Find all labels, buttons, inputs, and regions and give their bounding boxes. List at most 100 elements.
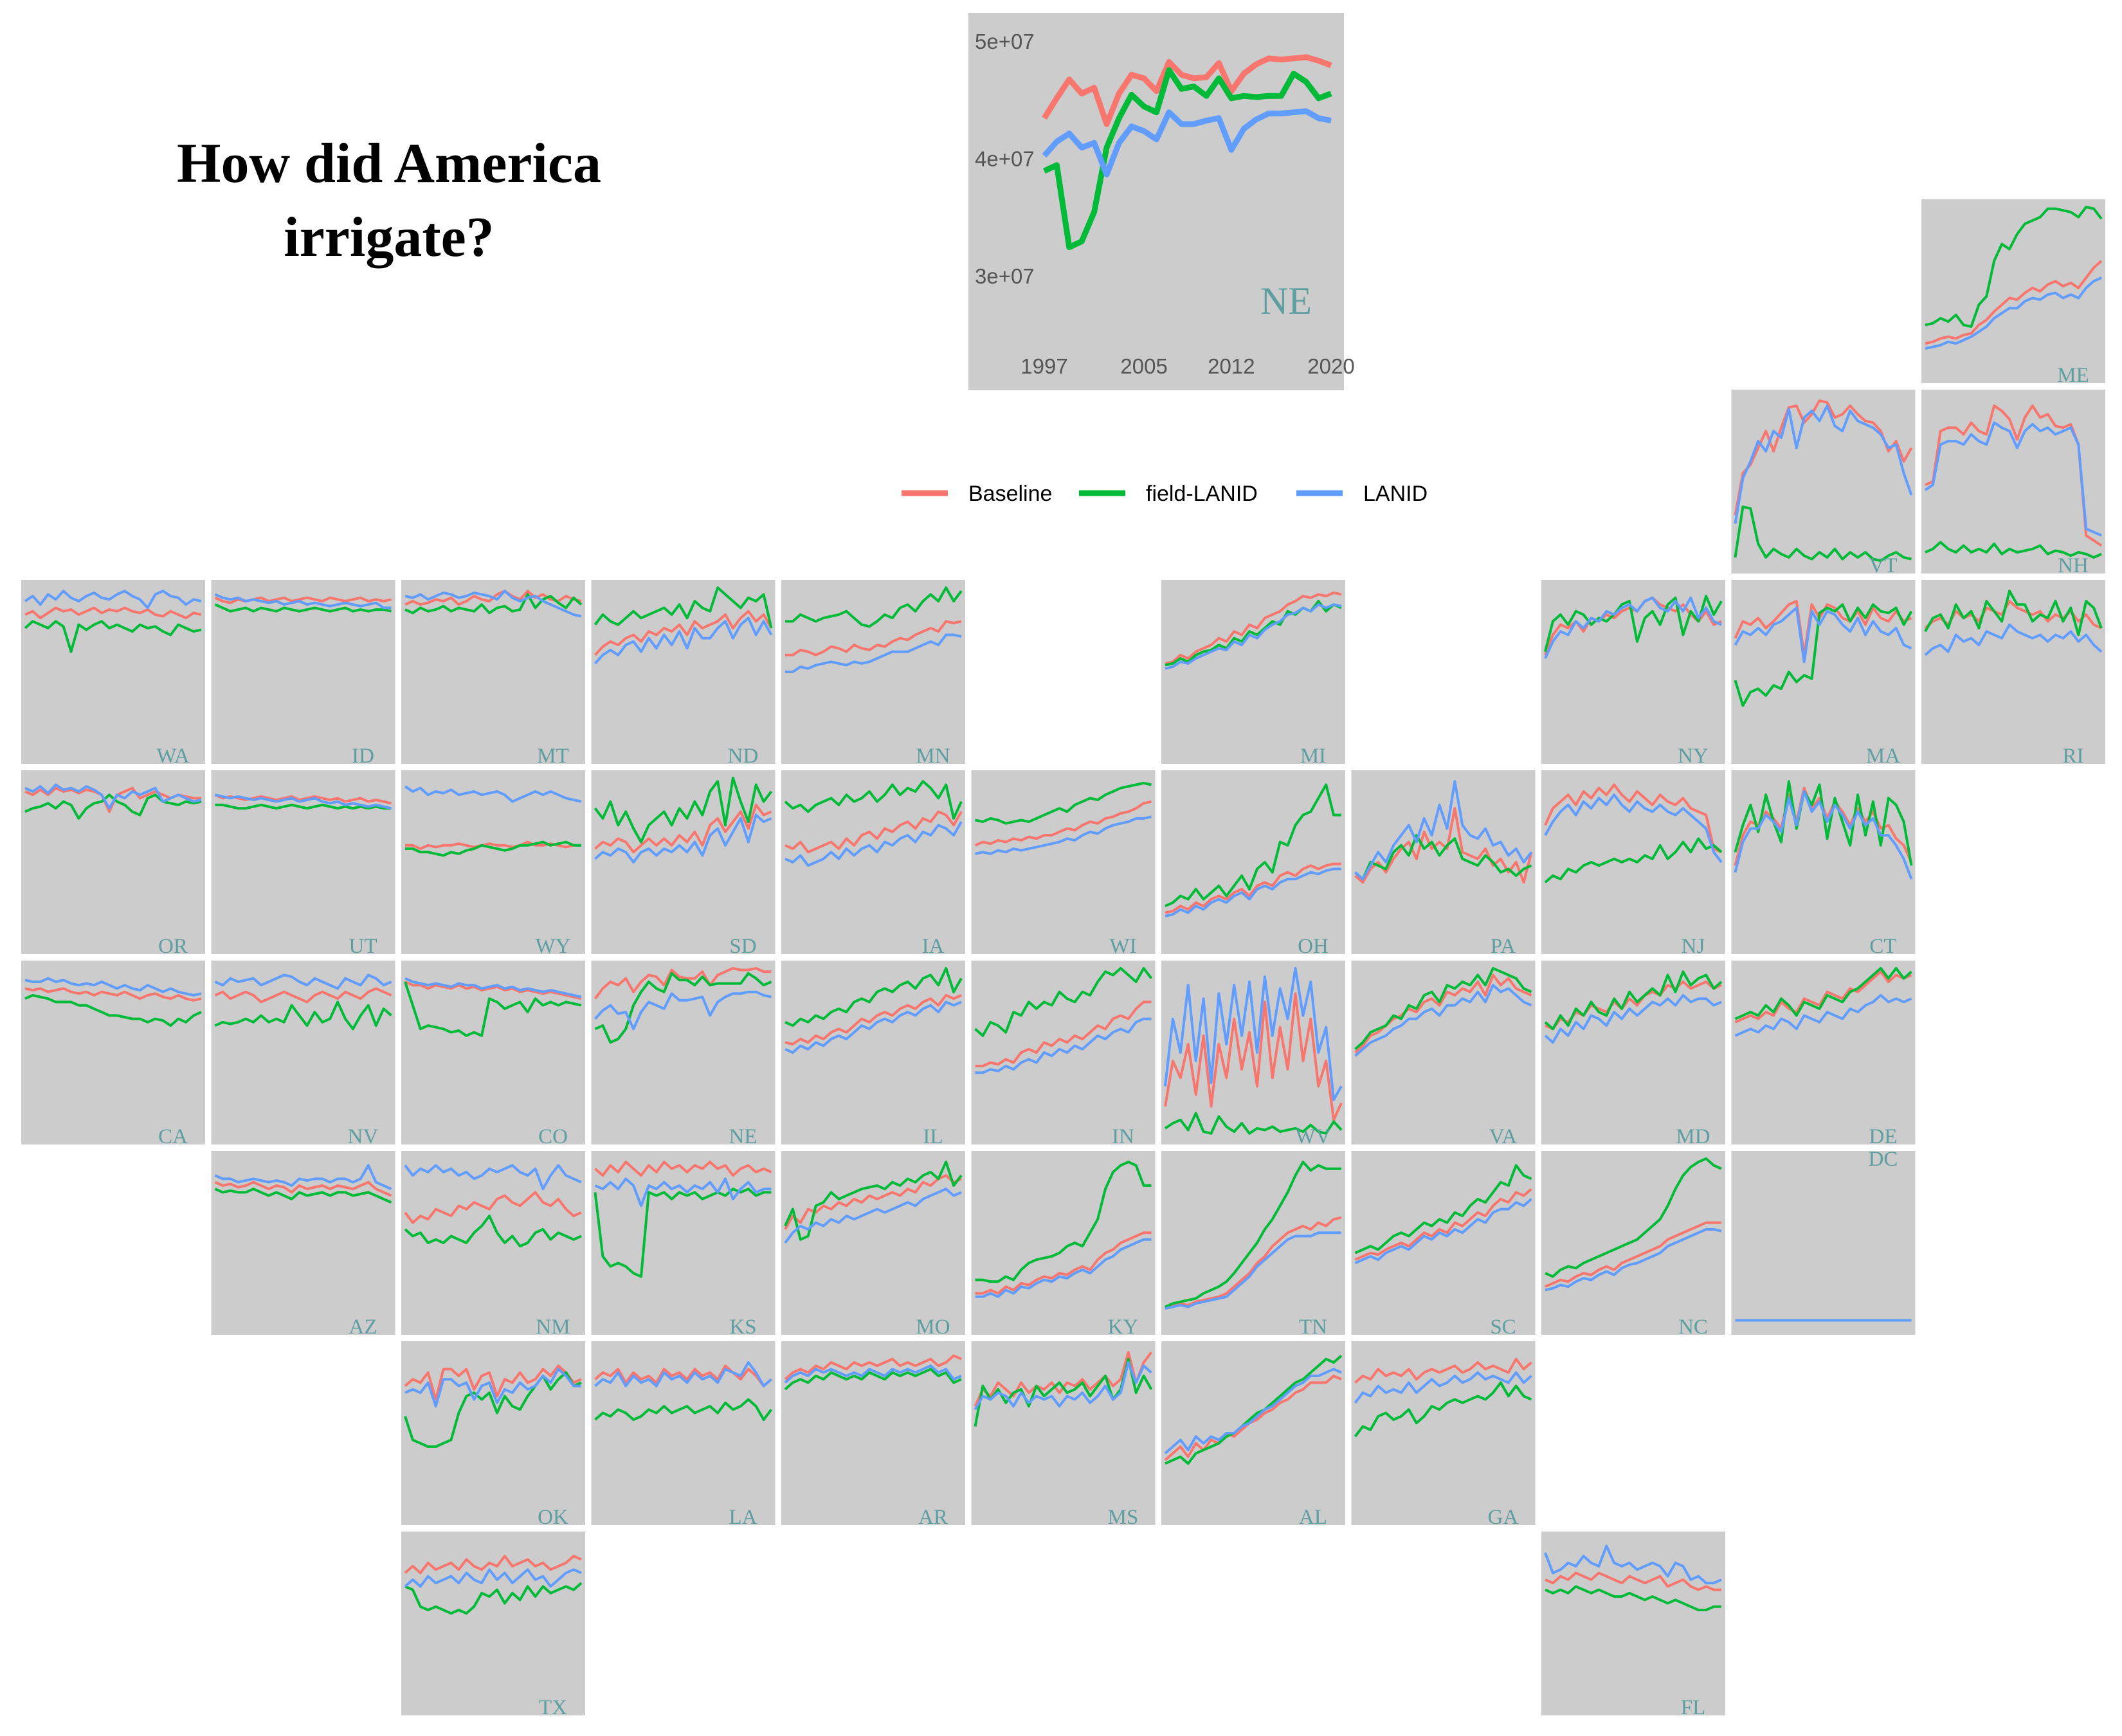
inset-state-label: NE: [1260, 280, 1312, 322]
series-line-baseline: [594, 967, 772, 1000]
series-line-field-lanid: [594, 586, 773, 629]
state-label: NC: [1678, 1316, 1708, 1339]
state-label: OK: [538, 1506, 568, 1529]
series-line-field-lanid: [404, 593, 583, 615]
series-line-field-lanid: [24, 793, 202, 820]
panel-wi: WI: [971, 770, 1156, 958]
panel-tn: TN: [1161, 1151, 1345, 1339]
series-line-baseline: [594, 1161, 772, 1177]
panel-az: AZ: [211, 1151, 395, 1339]
legend-label: LANID: [1363, 482, 1428, 506]
panel-ny: NY: [1541, 580, 1725, 768]
state-label: CT: [1869, 935, 1896, 958]
series-line-baseline: [404, 1191, 582, 1224]
series-line-lanid: [24, 977, 202, 997]
panel-in: IN: [971, 961, 1156, 1148]
series-line-baseline: [404, 1555, 582, 1575]
series-line-baseline: [1165, 591, 1342, 665]
inset-series-line-lanid: [1042, 108, 1332, 177]
y-tick-label: 4e+07: [975, 147, 1035, 171]
state-label: MA: [1866, 745, 1900, 768]
series-line-field-lanid: [975, 781, 1152, 825]
panel-ar: AR: [781, 1341, 965, 1529]
series-line-field-lanid: [1354, 967, 1532, 1051]
panel-background: [1161, 770, 1345, 954]
panel-ga: GA: [1351, 1341, 1536, 1529]
series-line-baseline: [1734, 970, 1912, 1024]
state-label: OH: [1298, 935, 1329, 958]
state-label: AZ: [349, 1316, 377, 1339]
series-line-lanid: [404, 1568, 582, 1588]
inset-series-line-baseline: [1042, 54, 1332, 127]
panel-ia: IA: [781, 770, 965, 958]
panel-background: [1541, 1151, 1725, 1335]
series-line-lanid: [1354, 780, 1533, 881]
panel-tx: TX: [401, 1532, 585, 1719]
panel-va: VA: [1351, 961, 1536, 1148]
panel-background: [1921, 580, 2105, 764]
series-line-lanid: [1544, 1544, 1722, 1585]
state-label: MS: [1108, 1506, 1139, 1529]
series-line-field-lanid: [1545, 1585, 1721, 1611]
panel-background: [1541, 1532, 1725, 1715]
panel-background: [401, 770, 585, 954]
panel-ky: KY: [971, 1151, 1156, 1339]
state-label: AL: [1299, 1506, 1327, 1529]
series-line-field-lanid: [784, 780, 963, 820]
panel-background: [781, 580, 965, 764]
panel-background: [591, 770, 775, 954]
state-label: CA: [158, 1125, 188, 1148]
legend: Baseline field-LANID LANID: [902, 482, 1428, 506]
series-line-field-lanid: [1925, 206, 2103, 328]
series-line-lanid: [404, 785, 582, 803]
panel-background: [401, 1151, 585, 1335]
panel-background: [781, 961, 965, 1144]
series-line-field-lanid: [1354, 834, 1532, 881]
series-line-lanid: [404, 1164, 582, 1191]
state-label: PA: [1491, 935, 1516, 958]
legend-entry-field-lanid: field-LANID: [1079, 482, 1258, 506]
panel-nj: NJ: [1541, 770, 1725, 958]
panel-background: [1921, 390, 2105, 574]
panel-ne: NE: [591, 961, 775, 1148]
y-tick-label: 3e+07: [975, 264, 1035, 288]
series-line-field-lanid: [784, 1161, 963, 1241]
panel-id: ID: [211, 580, 395, 768]
series-line-lanid: [24, 783, 202, 810]
series-line-field-lanid: [594, 1398, 773, 1421]
panel-ok: OK: [401, 1341, 585, 1529]
series-line-field-lanid: [404, 1582, 583, 1615]
state-label: UT: [349, 935, 377, 958]
state-label: SC: [1490, 1316, 1516, 1339]
state-label: TN: [1299, 1316, 1327, 1339]
panel-mn: MN: [781, 580, 965, 768]
series-line-baseline: [1925, 260, 2103, 345]
state-label: VA: [1489, 1125, 1518, 1148]
series-line-field-lanid: [404, 981, 582, 1037]
legend-label: field-LANID: [1146, 482, 1258, 506]
series-line-field-lanid: [594, 972, 772, 1044]
series-line-lanid: [1924, 421, 2102, 537]
series-line-field-lanid: [1354, 1381, 1532, 1438]
panel-background: [1541, 961, 1725, 1144]
series-line-lanid: [214, 593, 392, 610]
series-line-field-lanid: [784, 1368, 962, 1391]
series-line-field-lanid: [1734, 505, 1912, 563]
x-tick-label: 1997: [1020, 354, 1067, 378]
series-line-lanid: [1164, 967, 1343, 1101]
panel-il: IL: [781, 961, 965, 1148]
series-line-baseline: [404, 981, 582, 1000]
panel-sd: SD: [591, 770, 775, 958]
state-label: VT: [1869, 554, 1898, 577]
chart-title-line-2: irrigate?: [284, 206, 494, 269]
series-line-lanid: [1164, 1368, 1342, 1454]
series-line-baseline: [784, 993, 962, 1045]
panel-background: [211, 580, 395, 764]
series-line-field-lanid: [404, 1215, 582, 1248]
series-line-lanid: [594, 990, 772, 1031]
series-line-field-lanid: [214, 603, 392, 613]
series-line-lanid: [214, 973, 392, 990]
series-line-lanid: [594, 1361, 772, 1388]
series-line-lanid: [1545, 1228, 1722, 1292]
